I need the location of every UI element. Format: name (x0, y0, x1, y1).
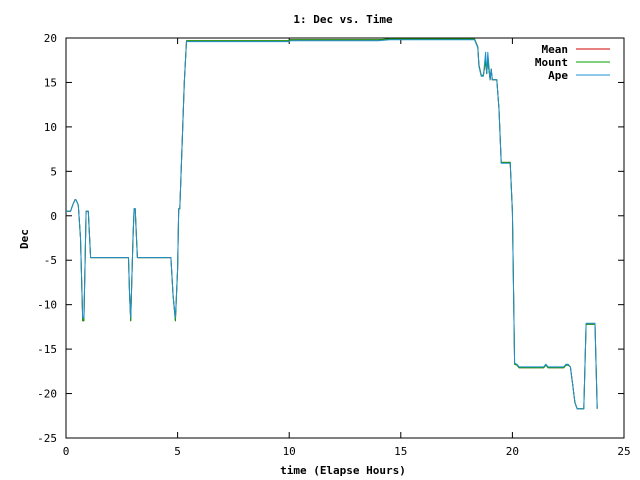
chart-title: 1: Dec vs. Time (293, 13, 393, 26)
x-tick-label: 15 (394, 445, 407, 458)
y-tick-label: 10 (44, 121, 57, 134)
y-axis-label: Dec (18, 229, 31, 249)
y-tick-label: 15 (44, 76, 57, 89)
x-tick-label: 0 (63, 445, 70, 458)
y-tick-label: -15 (37, 343, 57, 356)
legend-label-mount: Mount (535, 56, 568, 69)
plot-frame (65, 37, 625, 439)
y-tick-label: 5 (50, 165, 57, 178)
x-tick-label: 5 (174, 445, 181, 458)
series-line-mean (66, 38, 598, 410)
y-tick-label: -20 (37, 388, 57, 401)
x-axis-label: time (Elapse Hours) (280, 464, 406, 477)
x-tick-label: 20 (506, 445, 519, 458)
y-tick-label: -10 (37, 299, 57, 312)
x-tick-label: 10 (283, 445, 296, 458)
x-tick-label: 25 (617, 445, 630, 458)
y-tick-label: -25 (37, 432, 57, 445)
series-line-ape (66, 39, 598, 410)
legend-label-ape: Ape (548, 69, 568, 82)
axis-ticks: 0 5 10 15 20 25 20 15 10 5 0 -5 -10 -15 -20 -25 (37, 32, 631, 458)
series-line-mount (66, 38, 598, 410)
legend-label-mean: Mean (542, 43, 569, 56)
y-tick-label: 0 (50, 210, 57, 223)
series-lines (66, 38, 598, 410)
y-tick-label: 20 (44, 32, 57, 45)
y-tick-label: -5 (44, 254, 57, 267)
